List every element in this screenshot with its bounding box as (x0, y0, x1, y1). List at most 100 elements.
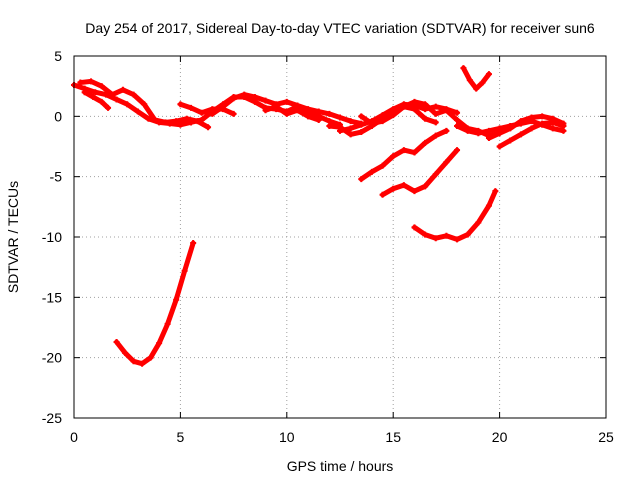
data-point (379, 118, 386, 125)
data-point (305, 106, 312, 113)
x-tick-label: 15 (385, 429, 401, 445)
data-point (422, 115, 429, 122)
series-arc-7 (262, 103, 322, 123)
data-point (411, 188, 418, 195)
x-tick-label: 20 (492, 429, 508, 445)
data-point (173, 296, 180, 303)
data-point (139, 360, 146, 367)
data-point (390, 112, 397, 119)
data-point (190, 240, 197, 247)
data-point (347, 125, 354, 132)
data-point (485, 71, 492, 78)
data-series (71, 65, 567, 367)
data-point (464, 127, 471, 134)
data-point (485, 202, 492, 209)
data-point (251, 94, 258, 101)
series-arc-18 (113, 240, 197, 367)
chart-title: Day 254 of 2017, Sidereal Day-to-day VTE… (85, 20, 595, 36)
data-point (119, 86, 126, 93)
data-point (209, 110, 216, 117)
data-point (326, 122, 333, 129)
data-point (411, 149, 418, 156)
data-point (539, 113, 546, 120)
y-tick-label: 0 (54, 108, 62, 124)
data-point (400, 103, 407, 110)
series-trace (411, 188, 498, 242)
data-point (81, 89, 88, 96)
data-point (88, 78, 95, 85)
series-arc-2 (77, 78, 212, 131)
data-point (496, 130, 503, 137)
data-point (283, 98, 290, 105)
data-point (400, 182, 407, 189)
data-point (273, 103, 280, 110)
data-point (141, 101, 148, 108)
series-arc-13 (496, 119, 567, 150)
series-arc-9 (337, 101, 461, 134)
data-point (124, 101, 131, 108)
data-point (517, 131, 524, 138)
x-tick-label: 10 (279, 429, 295, 445)
data-point (98, 98, 105, 105)
data-point (549, 119, 556, 126)
data-point (400, 147, 407, 154)
series-trace (114, 240, 196, 367)
data-point (517, 118, 524, 125)
data-point (109, 91, 116, 98)
axes: 0 5 10 15 20 25 5 0 -5 -10 -15 -20 -25 (42, 48, 614, 445)
data-point (485, 135, 492, 142)
data-point (347, 131, 354, 138)
data-point (454, 147, 461, 154)
data-point (105, 104, 112, 111)
data-point (496, 143, 503, 150)
data-point (315, 116, 322, 123)
data-point (183, 115, 190, 122)
data-point (92, 89, 99, 96)
data-point (156, 340, 163, 347)
data-point (528, 125, 535, 132)
y-tick-label: 5 (54, 48, 62, 64)
data-point (113, 96, 120, 103)
series-arc-15 (358, 127, 450, 183)
data-point (432, 171, 439, 178)
data-point (241, 91, 248, 98)
data-point (390, 185, 397, 192)
x-tick-label: 0 (70, 429, 78, 445)
data-point (198, 109, 205, 116)
data-point (466, 77, 473, 84)
data-point (432, 119, 439, 126)
data-point (262, 107, 269, 114)
data-point (98, 83, 105, 90)
data-point (130, 91, 137, 98)
data-point (507, 137, 514, 144)
data-point (507, 125, 514, 132)
data-point (315, 108, 322, 115)
data-point (77, 79, 84, 86)
data-point (347, 118, 354, 125)
data-point (230, 110, 237, 117)
data-point (539, 120, 546, 127)
series-arc-3 (81, 89, 112, 111)
data-point (422, 101, 429, 108)
data-point (147, 354, 154, 361)
data-point (492, 188, 499, 195)
data-point (390, 106, 397, 113)
data-point (411, 224, 418, 231)
data-point (432, 110, 439, 117)
data-point (358, 176, 365, 183)
x-tick-label: 5 (177, 429, 185, 445)
y-tick-label: -5 (50, 169, 63, 185)
data-point (475, 130, 482, 137)
data-point (368, 120, 375, 127)
data-point (454, 122, 461, 129)
data-point (473, 85, 480, 92)
data-point (411, 98, 418, 105)
y-axis-label: SDTVAR / TECUs (5, 181, 21, 293)
series-trace (71, 82, 194, 128)
data-point (337, 127, 343, 134)
y-tick-label: -25 (42, 410, 62, 426)
data-point (145, 115, 152, 122)
series-arc-16 (379, 147, 461, 198)
data-point (422, 183, 429, 190)
